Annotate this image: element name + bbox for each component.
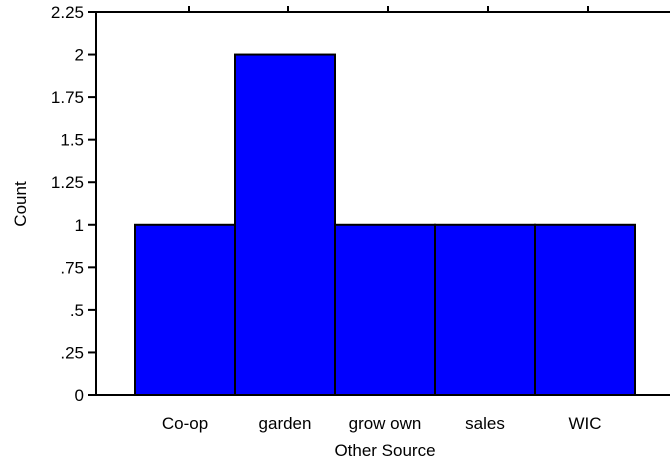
x-tick-label: grow own: [349, 414, 422, 433]
x-tick-label: WIC: [568, 414, 601, 433]
bar-co-op: [134, 223, 236, 396]
bar-wic: [534, 223, 636, 396]
x-labels-group: Co-op garden grow own sales WIC: [162, 414, 602, 433]
x-tick-label: sales: [465, 414, 505, 433]
y-tick-label: .5: [70, 301, 84, 320]
x-axis-title: Other Source: [334, 441, 435, 460]
y-tick-label: 1.75: [51, 88, 84, 107]
y-tick-label: .75: [60, 258, 84, 277]
y-tick-label: .25: [60, 343, 84, 362]
axes-group: [95, 11, 670, 396]
x-tick-label: garden: [259, 414, 312, 433]
bar-garden: [234, 53, 336, 397]
y-tick-label: 1.5: [60, 131, 84, 150]
bar-sales: [434, 223, 536, 396]
x-tick-label: Co-op: [162, 414, 208, 433]
y-tick-label: 1: [75, 216, 84, 235]
y-axis-title: Count: [11, 181, 30, 227]
bars-group: [134, 53, 636, 397]
y-tick-label: 2.25: [51, 3, 84, 22]
y-tick-label: 0: [75, 386, 84, 405]
bar-grow-own: [334, 223, 436, 396]
y-tick-label: 2: [75, 46, 84, 65]
y-tick-label: 1.25: [51, 173, 84, 192]
y-ticks-group: 0 .25 .5 .75 1 1.25 1.5 1.75 2 2.25: [51, 3, 589, 405]
